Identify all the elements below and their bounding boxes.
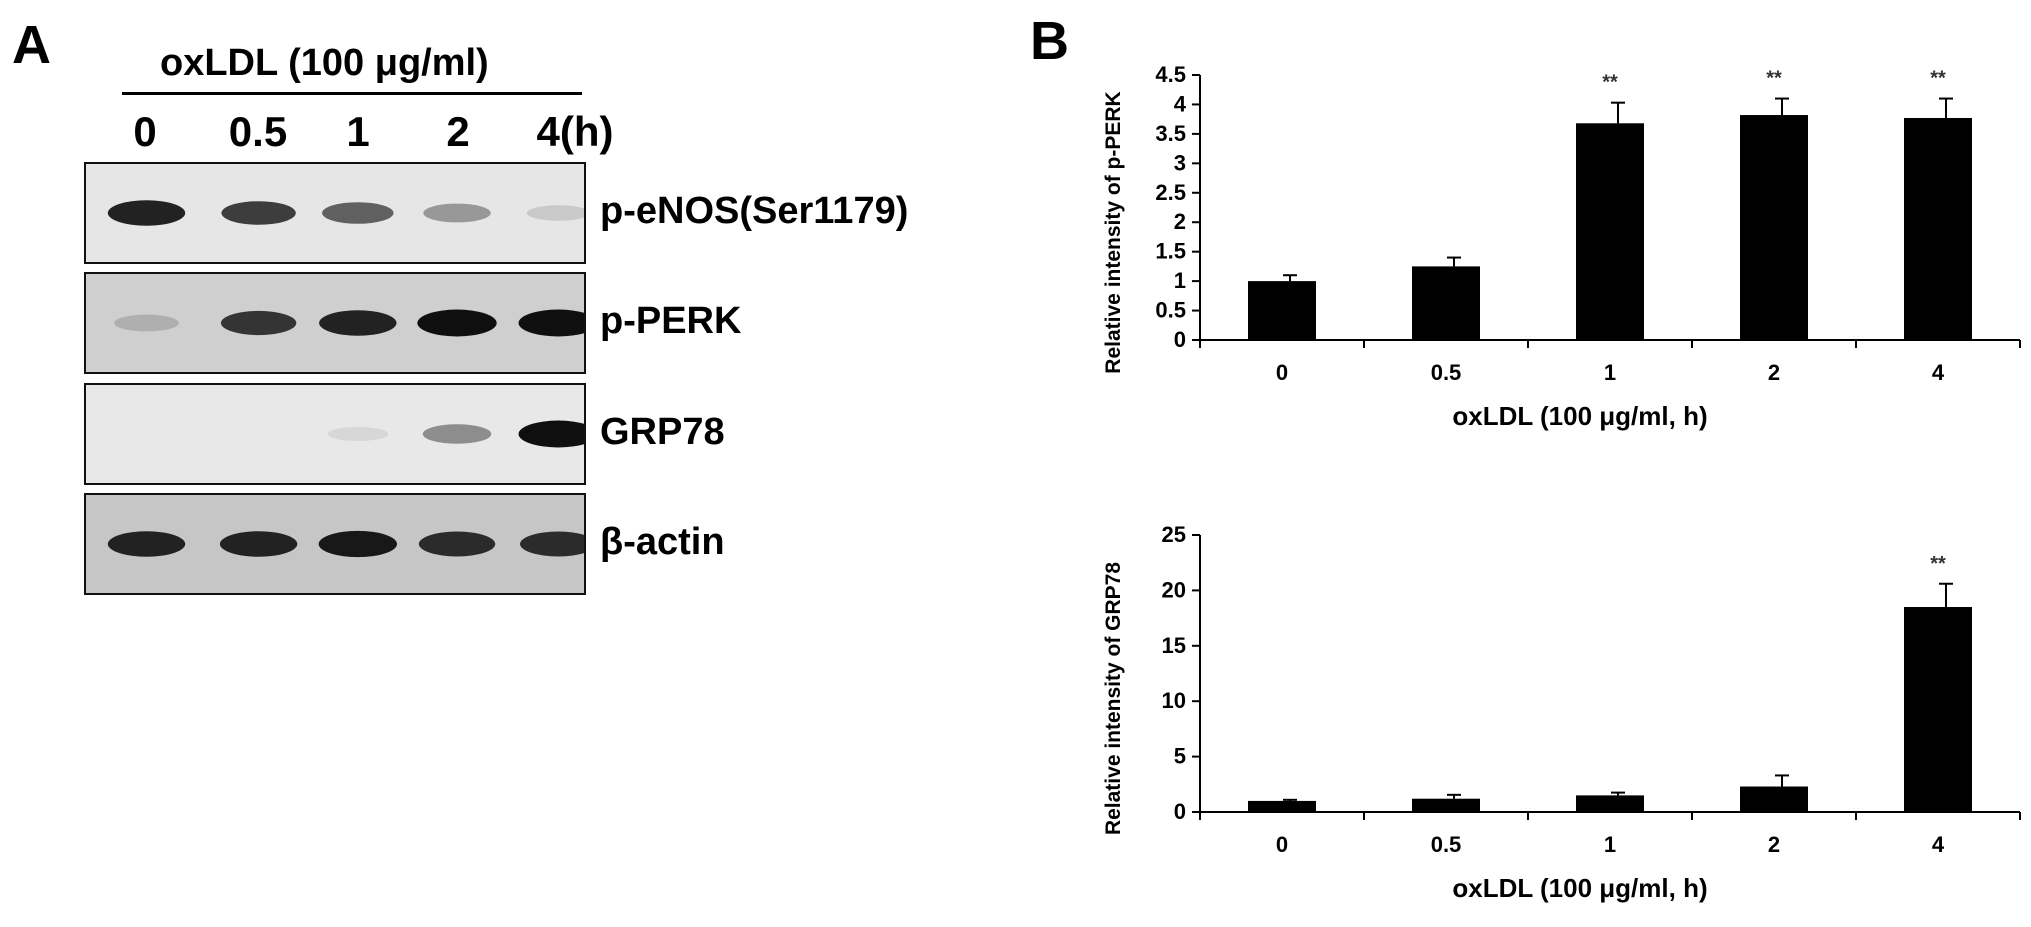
x-tick-label: 0 xyxy=(1276,832,1288,857)
x-axis-label: oxLDL (100 μg/ml, h) xyxy=(1452,873,1707,903)
y-axis-label: Relative intensity of p-PERK xyxy=(1102,91,1125,373)
blot-strip xyxy=(84,383,586,485)
y-tick-label: 1 xyxy=(1174,268,1186,293)
x-axis-label: oxLDL (100 μg/ml, h) xyxy=(1452,401,1707,431)
y-tick-label: 3.5 xyxy=(1155,121,1186,146)
bar xyxy=(1576,795,1644,812)
x-tick-label: 4 xyxy=(1932,832,1945,857)
panel-b-letter: B xyxy=(1030,11,1069,71)
bar xyxy=(1740,115,1808,340)
y-tick-label: 0.5 xyxy=(1155,298,1186,323)
bar xyxy=(1248,800,1316,812)
blot-band xyxy=(520,531,584,557)
y-tick-label: 20 xyxy=(1162,577,1186,602)
blot-band xyxy=(220,310,297,336)
treatment-label: oxLDL (100 μg/ml) xyxy=(160,42,489,84)
lane-label: 4(h) xyxy=(536,108,614,155)
lane-label: 1 xyxy=(346,108,370,155)
bar xyxy=(1740,786,1808,812)
y-tick-label: 10 xyxy=(1162,688,1186,713)
y-tick-label: 2 xyxy=(1174,209,1186,234)
y-tick-label: 15 xyxy=(1162,633,1186,658)
bar xyxy=(1412,798,1480,812)
p-perk-bar-chart: 0 0.5 1 1.5 2 2.5 3 3.5 4 4.5 0 0.5 1 ** 2 ** 4 ** oxLDL (… xyxy=(1090,55,2030,455)
x-tick-label: 2 xyxy=(1768,832,1780,857)
blot-band xyxy=(221,201,296,225)
blot-strip xyxy=(84,162,586,264)
lane-label: 0 xyxy=(133,108,157,155)
x-tick-label: 2 xyxy=(1768,360,1780,385)
lane-label: 2 xyxy=(446,108,470,155)
blot-band xyxy=(107,531,186,557)
blot-band xyxy=(417,309,497,337)
y-tick-label: 1.5 xyxy=(1155,239,1186,264)
significance-label: ** xyxy=(1930,68,1946,90)
y-tick-label: 0 xyxy=(1174,327,1186,352)
x-tick-label: 1 xyxy=(1604,360,1616,385)
blot-label: GRP78 xyxy=(600,411,725,453)
blot-strip xyxy=(84,272,586,374)
blot-band xyxy=(418,531,496,557)
blot-band xyxy=(107,200,186,226)
blot-band xyxy=(322,202,394,224)
blot-band xyxy=(518,309,584,337)
blot-band xyxy=(319,310,397,336)
y-tick-label: 2.5 xyxy=(1155,180,1186,205)
x-tick-label: 0 xyxy=(1276,360,1288,385)
bar xyxy=(1576,123,1644,341)
blot-band xyxy=(327,426,389,442)
bar xyxy=(1904,117,1972,340)
y-tick-label: 5 xyxy=(1174,744,1186,769)
bar xyxy=(1904,607,1972,812)
x-tick-label: 0.5 xyxy=(1431,360,1462,385)
blot-label: p-PERK xyxy=(600,300,742,342)
bar xyxy=(1412,266,1480,340)
significance-label: ** xyxy=(1602,72,1618,94)
blot-band xyxy=(526,205,584,221)
y-tick-label: 4 xyxy=(1174,91,1187,116)
blot-band xyxy=(422,424,492,444)
y-tick-label: 3 xyxy=(1174,150,1186,175)
y-tick-label: 4.5 xyxy=(1155,62,1186,87)
y-tick-label: 25 xyxy=(1162,522,1186,547)
blot-label: p-eNOS(Ser1179) xyxy=(600,190,909,232)
y-axis-label: Relative intensity of GRP78 xyxy=(1102,562,1125,835)
blot-strip xyxy=(84,493,586,595)
x-tick-label: 0.5 xyxy=(1431,832,1462,857)
blot-band xyxy=(114,314,179,332)
significance-label: ** xyxy=(1766,68,1782,90)
blot-band xyxy=(518,420,584,448)
blot-label: β-actin xyxy=(600,521,725,563)
x-tick-label: 4 xyxy=(1932,360,1945,385)
grp78-bar-chart: 0 5 10 15 20 25 0 0.5 1 2 4 ** oxLDL (100 μg/ml, h) R… xyxy=(1090,515,2030,927)
treatment-underline xyxy=(122,92,582,95)
lane-label: 0.5 xyxy=(228,108,288,155)
blot-band xyxy=(318,530,398,558)
x-tick-label: 1 xyxy=(1604,832,1616,857)
blot-band xyxy=(423,203,491,223)
y-tick-label: 0 xyxy=(1174,799,1186,824)
blot-band xyxy=(219,531,298,557)
panel-a-letter: A xyxy=(12,15,51,75)
significance-label: ** xyxy=(1930,553,1946,575)
bar xyxy=(1248,281,1316,340)
